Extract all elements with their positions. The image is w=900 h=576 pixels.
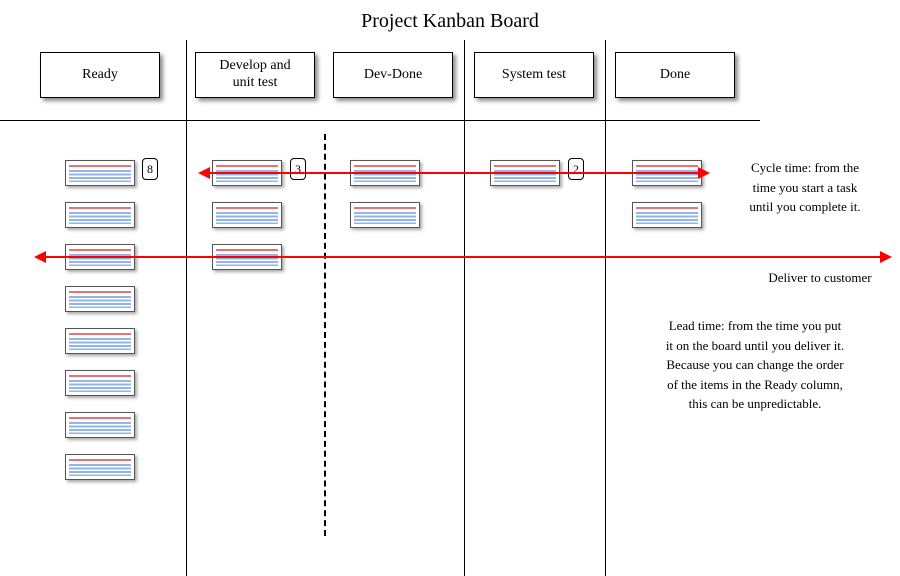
- column-header-done: Done: [615, 52, 735, 98]
- column-header-develop: Develop andunit test: [195, 52, 315, 98]
- wip-limit-ready: 8: [142, 158, 158, 180]
- kanban-card[interactable]: [632, 202, 702, 228]
- kanban-card[interactable]: [65, 286, 135, 312]
- kanban-card[interactable]: [350, 202, 420, 228]
- lead-time-arrow-right-head: [880, 251, 892, 263]
- column-header-systest: System test: [474, 52, 594, 98]
- column-divider: [186, 40, 187, 576]
- note-lead: Lead time: from the time you putit on th…: [615, 316, 895, 414]
- header-divider: [0, 120, 760, 121]
- kanban-card[interactable]: [65, 202, 135, 228]
- lead-time-arrow-left-head: [34, 251, 46, 263]
- cycle-time-arrow-left-head: [198, 167, 210, 179]
- column-divider: [464, 40, 465, 576]
- wip-limit-develop: 3: [290, 158, 306, 180]
- cycle-time-arrow: [200, 172, 708, 174]
- sub-column-divider: [324, 134, 326, 536]
- column-header-devdone: Dev-Done: [333, 52, 453, 98]
- kanban-card[interactable]: [65, 412, 135, 438]
- kanban-card[interactable]: [212, 202, 282, 228]
- kanban-card[interactable]: [65, 328, 135, 354]
- board-title: Project Kanban Board: [0, 10, 900, 33]
- kanban-card[interactable]: [65, 370, 135, 396]
- lead-time-arrow: [36, 256, 890, 258]
- column-header-ready: Ready: [40, 52, 160, 98]
- note-deliver: Deliver to customer: [740, 268, 900, 288]
- note-cycle: Cycle time: from thetime you start a tas…: [720, 158, 890, 217]
- wip-limit-systest: 2: [568, 158, 584, 180]
- kanban-card[interactable]: [65, 454, 135, 480]
- column-divider: [605, 40, 606, 576]
- cycle-time-arrow-right-head: [698, 167, 710, 179]
- kanban-card[interactable]: [65, 160, 135, 186]
